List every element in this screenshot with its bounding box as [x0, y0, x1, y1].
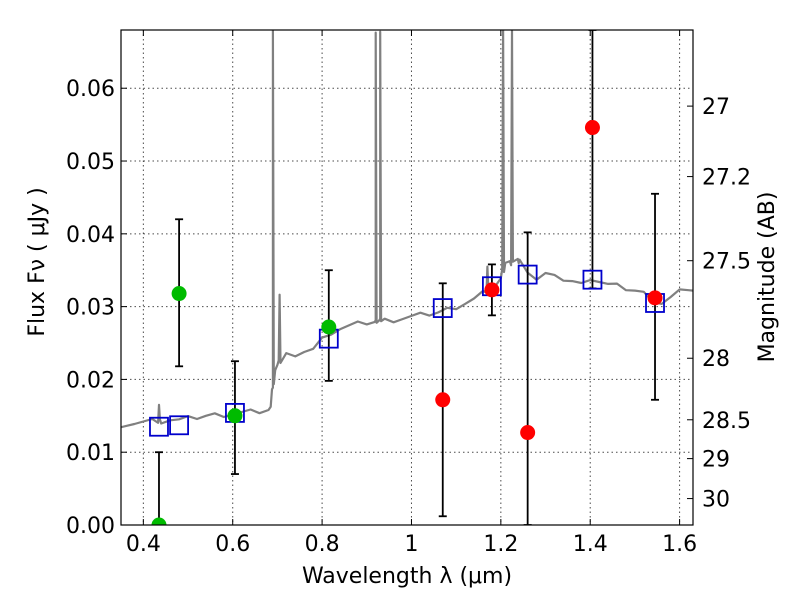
mag-tick-label: 28.5 — [702, 409, 751, 434]
red-data-point — [435, 392, 451, 408]
red-data-point — [484, 282, 500, 298]
mag-tick-label: 27.5 — [702, 250, 751, 275]
y-tick-label: 0.02 — [66, 368, 115, 393]
red-data-point — [647, 290, 663, 306]
red-data-point — [584, 120, 600, 136]
x-tick-label: 0.6 — [215, 532, 250, 557]
mag-tick-label: 28 — [702, 347, 730, 372]
y-tick-label: 0.01 — [66, 441, 115, 466]
model-square-marker — [169, 415, 189, 436]
x-tick-label: 1.4 — [573, 532, 608, 557]
mag-tick-label: 27.2 — [702, 166, 751, 191]
y-tick-label: 0.00 — [66, 514, 115, 539]
mag-tick-label: 29 — [702, 448, 730, 473]
x-tick-label: 0.4 — [126, 532, 161, 557]
x-axis-label: Wavelength λ (μm) — [302, 564, 512, 589]
x-tick-label: 0.8 — [305, 532, 340, 557]
y-axis-label: Flux Fν ( μJy ) — [25, 187, 50, 336]
y-tick-labels: 0.00 0.01 0.02 0.03 0.04 0.05 0.06 — [66, 77, 115, 539]
green-data-point — [171, 286, 187, 302]
mag-tick-label: 30 — [702, 488, 730, 513]
y-tick-label: 0.05 — [66, 150, 115, 175]
model-square-marker — [517, 264, 538, 285]
x-tick-label: 1.6 — [662, 532, 697, 557]
green-data-point — [151, 517, 167, 525]
right-y-axis-label: Magnitude (AB) — [755, 192, 780, 363]
y-tick-label: 0.04 — [66, 223, 115, 248]
plot-background — [121, 30, 693, 525]
green-data-point — [227, 408, 243, 424]
observed-photometry-points — [151, 120, 663, 525]
y-tick-label: 0.06 — [66, 77, 115, 102]
mag-tick-label: 27 — [702, 95, 730, 120]
red-data-point — [520, 425, 536, 441]
model-square-marker — [149, 416, 169, 437]
y-tick-label: 0.03 — [66, 296, 115, 321]
x-tick-labels: 0.4 0.6 0.8 1 1.2 1.4 1.6 — [126, 532, 697, 557]
green-data-point — [321, 319, 337, 335]
magnitude-tick-labels: 27 27.2 27.5 28 28.5 29 30 — [702, 95, 751, 512]
plot-frame — [120, 29, 694, 526]
x-tick-label: 1 — [404, 532, 418, 557]
template-spectrum-line — [121, 30, 693, 429]
x-tick-label: 1.2 — [483, 532, 518, 557]
model-square-marker — [582, 269, 603, 290]
model-photometry-squares — [149, 264, 665, 437]
template-spectrum — [121, 30, 693, 429]
model-square-marker — [432, 298, 453, 318]
axis-ticks — [121, 30, 693, 526]
